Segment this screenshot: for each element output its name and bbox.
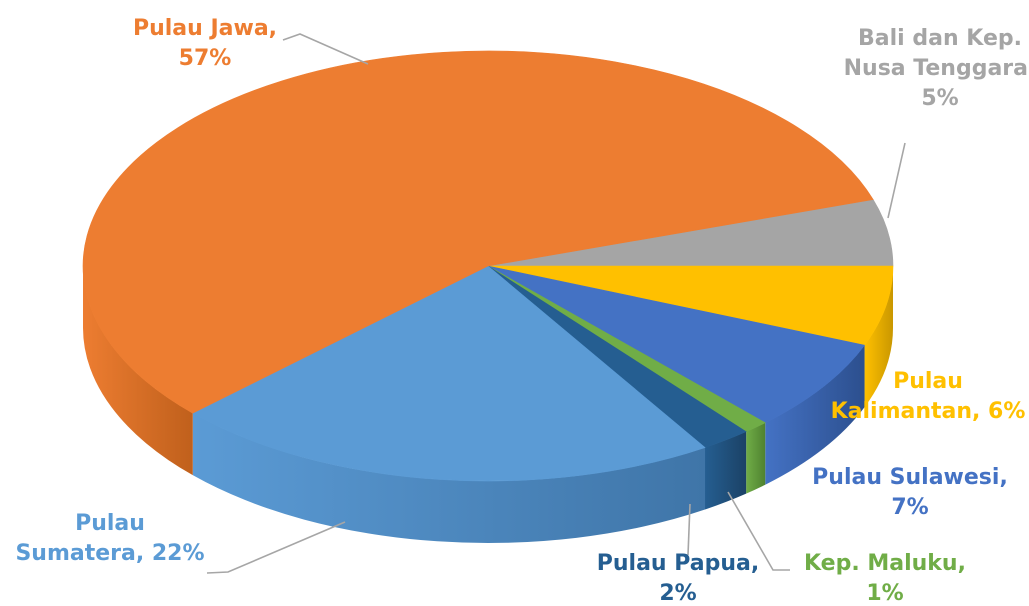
data-label: Kep. Maluku, 1% [804, 551, 966, 606]
pie-side-walls [83, 266, 893, 543]
data-label: Pulau Sumatera, 22% [15, 511, 204, 566]
pie-side-kep-maluku [746, 422, 766, 494]
leader-line [887, 142, 906, 219]
pie-side-pulau-sumatera [192, 413, 706, 543]
leader-line [282, 33, 369, 65]
data-label: Pulau Papua, 2% [597, 551, 760, 606]
data-label: Pulau Sulawesi, 7% [812, 465, 1008, 520]
pie-labels: Bali dan Kep. Nusa Tenggara, 5% Pulau Kalima… [15, 16, 1029, 606]
pie-side-pulau-sulawesi [765, 345, 865, 485]
pie-side-pulau-jawa [83, 266, 193, 476]
leader-line [687, 503, 691, 556]
data-label: Pulau Kalimantan, 6% [831, 369, 1026, 424]
pie-slice-pulau-jawa [82, 50, 874, 414]
pie-side-pulau-papua [705, 431, 747, 510]
leader-line [206, 521, 346, 574]
pie-top-faces [82, 50, 894, 482]
pie-slice-pulau-sulawesi [487, 265, 866, 424]
pie-slice-pulau-sumatera [192, 265, 706, 482]
pie-slice-pulau-kalimantan [487, 265, 894, 346]
data-label: Bali dan Kep. Nusa Tenggara, 5% [844, 26, 1029, 111]
pie-side-pulau-kalimantan [864, 266, 893, 408]
leader-line [727, 491, 790, 571]
data-label: Pulau Jawa, 57% [133, 16, 277, 71]
